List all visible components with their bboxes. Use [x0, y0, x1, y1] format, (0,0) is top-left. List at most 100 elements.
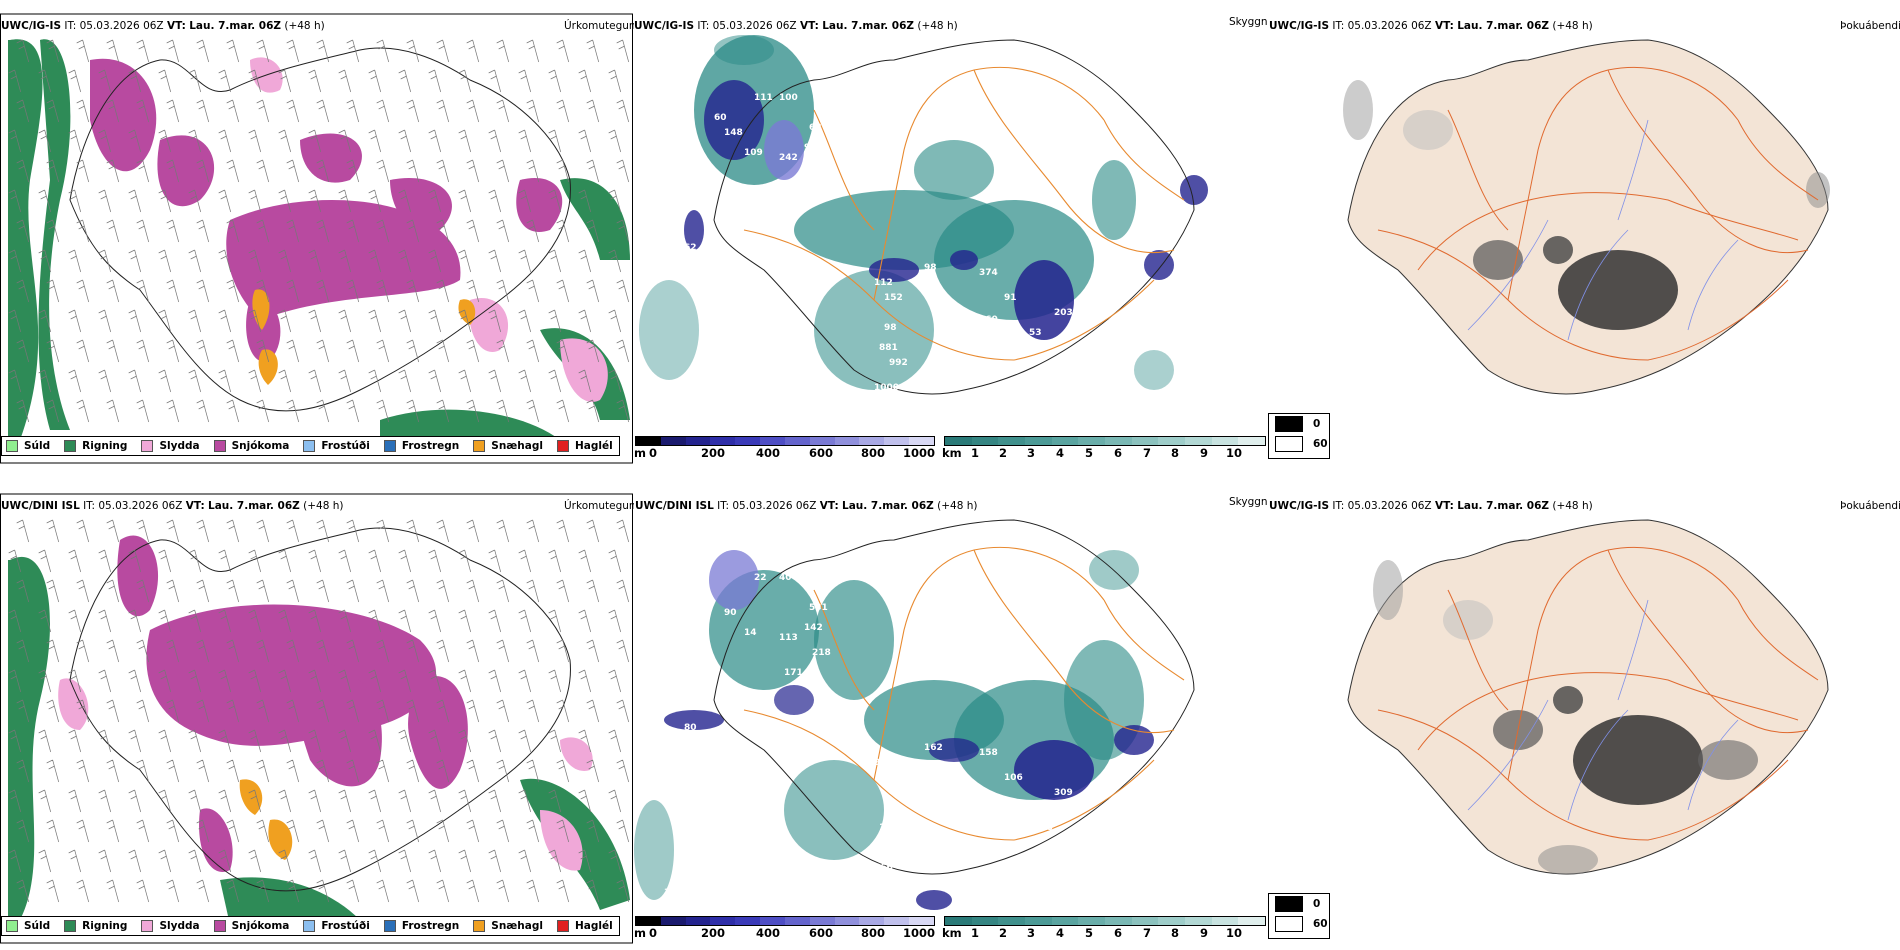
wind-barb: [518, 849, 532, 873]
wind-barb: [578, 789, 592, 813]
wind-barb: [346, 159, 360, 183]
wind-barb: [76, 159, 90, 183]
wind-barb: [466, 699, 480, 723]
wind-barb: [136, 579, 150, 603]
cloud-base-label: 40: [779, 573, 792, 583]
wind-barb: [338, 609, 352, 633]
wind-barb: [38, 669, 52, 693]
wind-barb: [376, 639, 390, 663]
wind-barb: [586, 399, 600, 423]
cloud-base-label: 106: [1004, 773, 1023, 783]
wind-barb: [338, 849, 352, 873]
wind-barb: [278, 129, 292, 153]
wind-barb: [316, 159, 330, 183]
wind-barb: [436, 159, 450, 183]
wind-barb: [158, 69, 172, 93]
wind-barb: [458, 669, 472, 693]
wind-barb: [166, 399, 180, 423]
wind-barb: [548, 249, 562, 273]
valid-time: Lau. 7.mar. 06Z: [189, 20, 282, 32]
wind-barb: [376, 339, 390, 363]
precip-legend: Súld Rigning Slydda Snjókoma Frostúði Fr…: [1, 916, 620, 936]
wind-barb: [398, 609, 412, 633]
wind-barb: [248, 609, 262, 633]
cloud-base-label: 139: [1144, 408, 1163, 418]
wind-barb: [166, 519, 180, 543]
fog-swatch-60: [1275, 436, 1303, 452]
wind-barb: [496, 99, 510, 123]
wind-barb: [428, 789, 442, 813]
colorbar-swatch: [685, 917, 711, 925]
wind-barb: [16, 399, 30, 423]
wind-barb: [346, 879, 360, 903]
road-network: [743, 546, 1185, 841]
colorbar-swatch: [735, 917, 761, 925]
wind-barb: [256, 819, 270, 843]
wind-barb: [488, 129, 502, 153]
cloud-base-label: 53: [1029, 328, 1042, 338]
wind-barb: [278, 549, 292, 573]
cloud-base-label: 148: [724, 128, 743, 138]
wind-barb: [578, 669, 592, 693]
wind-barb: [368, 249, 382, 273]
wind-barb: [46, 879, 60, 903]
wind-barb: [488, 189, 502, 213]
wind-barb: [278, 849, 292, 873]
wind-barb: [376, 99, 390, 123]
wind-barb: [586, 879, 600, 903]
legend-item-frostregn: Frostregn: [383, 440, 459, 452]
wind-barb: [136, 159, 150, 183]
wind-barb: [166, 99, 180, 123]
cloud-visibility-map-row1: 727 89 60 148 111 100 109 242 68 96 75 392 62 112 152 9…: [639, 35, 1208, 428]
wind-barb: [76, 639, 90, 663]
cloud-base-label: 112: [874, 278, 893, 288]
wind-barb: [608, 549, 622, 573]
colorbar-swatch: [1211, 437, 1239, 445]
cloud-base-label: 31: [664, 888, 677, 898]
wind-barb: [316, 879, 330, 903]
wind-barb: [286, 819, 300, 843]
wind-barb: [196, 159, 210, 183]
wind-barb: [248, 189, 262, 213]
wind-barb: [526, 339, 540, 363]
wind-barb: [286, 699, 300, 723]
fog-field: [1343, 80, 1830, 330]
fog-panel-title: Þokuábendi: [1840, 20, 1900, 32]
wind-barb: [346, 519, 360, 543]
wind-barb: [196, 399, 210, 423]
wind-barb: [308, 609, 322, 633]
wind-barb: [226, 879, 240, 903]
wind-barb: [158, 549, 172, 573]
wind-barb: [346, 39, 360, 63]
wind-barb: [466, 519, 480, 543]
wind-barb: [98, 609, 112, 633]
wind-barb: [436, 639, 450, 663]
wind-barb: [8, 189, 22, 213]
wind-barb: [226, 219, 240, 243]
wind-barb: [398, 849, 412, 873]
wind-barb: [316, 639, 330, 663]
wind-barb: [436, 819, 450, 843]
wind-barb: [8, 729, 22, 753]
wind-barb: [608, 609, 622, 633]
wind-barb: [518, 549, 532, 573]
wind-barb: [128, 609, 142, 633]
wind-barb: [458, 189, 472, 213]
swatch-haglel: [556, 440, 569, 452]
wind-barb: [616, 159, 630, 183]
wind-barb: [368, 309, 382, 333]
cloud-base-label: 727: [654, 103, 673, 113]
colorbar-swatch: [884, 917, 910, 925]
legend-item-snaehagl: Snæhagl: [473, 440, 543, 452]
wind-barb: [316, 39, 330, 63]
wind-barb: [226, 279, 240, 303]
fog-legend-item-60: 60: [1269, 914, 1329, 934]
wind-barb: [406, 399, 420, 423]
wind-barb: [556, 279, 570, 303]
wind-barb: [188, 189, 202, 213]
cloud-base-label: 21: [1034, 343, 1047, 353]
wind-barb: [188, 249, 202, 273]
wind-barb: [406, 39, 420, 63]
cloud-base-label: 98: [884, 323, 897, 333]
wind-barb: [586, 819, 600, 843]
